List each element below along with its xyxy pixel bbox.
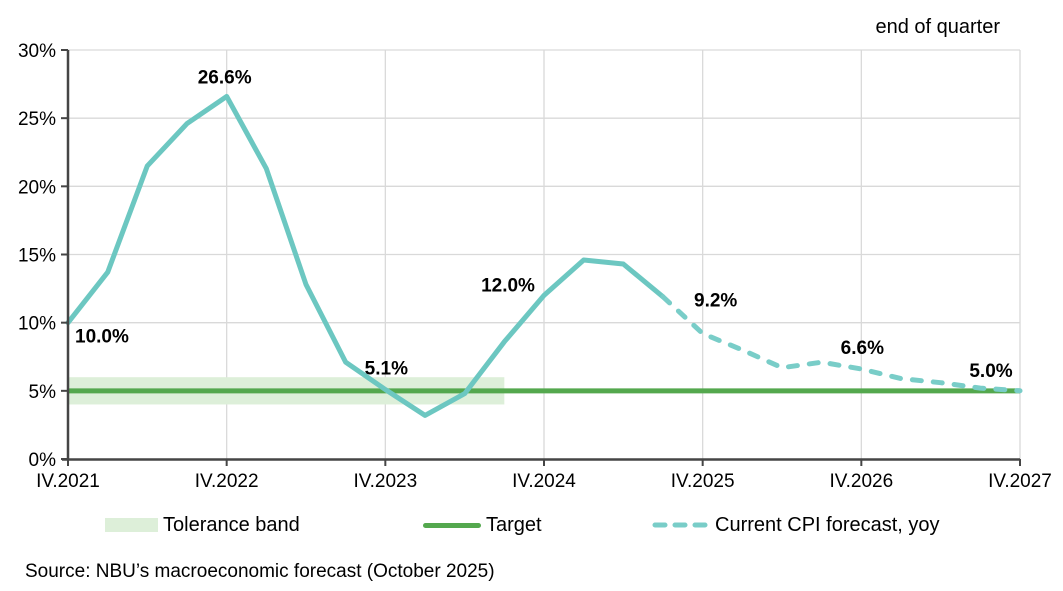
chart-note: end of quarter — [875, 16, 1000, 38]
x-tick-label: IV.2022 — [195, 471, 259, 492]
legend-item-tolerance-band: Tolerance band — [105, 509, 300, 541]
legend-label-tolerance-band: Tolerance band — [163, 513, 300, 536]
y-tick-label: 5% — [29, 382, 57, 403]
tolerance-band-swatch-icon — [105, 518, 158, 532]
data-label: 12.0% — [481, 275, 535, 296]
target-line-swatch-icon — [423, 522, 481, 528]
y-tick-label: 10% — [18, 314, 56, 335]
legend-label-target: Target — [486, 513, 542, 536]
x-tick-label: IV.2026 — [829, 471, 893, 492]
data-label: 5.0% — [969, 361, 1012, 382]
data-label: 6.6% — [841, 338, 884, 359]
x-tick-label: IV.2027 — [988, 471, 1052, 492]
forecast-dashed-swatch-icon — [652, 522, 708, 528]
legend-item-target: Target — [423, 509, 542, 541]
x-tick-label: IV.2021 — [36, 471, 100, 492]
cpi-forecast-line — [660, 294, 1023, 394]
y-tick-label: 30% — [18, 41, 56, 62]
y-tick-label: 15% — [18, 246, 56, 267]
y-tick-label: 20% — [18, 177, 56, 198]
data-label: 26.6% — [198, 67, 252, 88]
x-tick-label: IV.2023 — [353, 471, 417, 492]
data-label: 9.2% — [694, 291, 737, 312]
legend-item-forecast: Current CPI forecast, yoy — [650, 509, 940, 541]
chart-legend: Tolerance band Target Current CPI foreca… — [0, 509, 1063, 541]
source-line: Source: NBU’s macroeconomic forecast (Oc… — [25, 561, 495, 582]
legend-label-forecast: Current CPI forecast, yoy — [715, 513, 940, 536]
cpi-actual-line — [65, 93, 666, 418]
y-tick-label: 0% — [29, 450, 57, 471]
data-label: 5.1% — [365, 358, 408, 379]
data-label: 10.0% — [75, 327, 129, 348]
x-tick-label: IV.2025 — [671, 471, 735, 492]
cpi-chart-canvas: 0% 5% 10% 15% 20% 25% 30% IV.2021 IV.2022 IV.2023… — [18, 41, 1052, 492]
x-tick-label: IV.2024 — [512, 471, 576, 492]
y-tick-label: 25% — [18, 109, 56, 130]
